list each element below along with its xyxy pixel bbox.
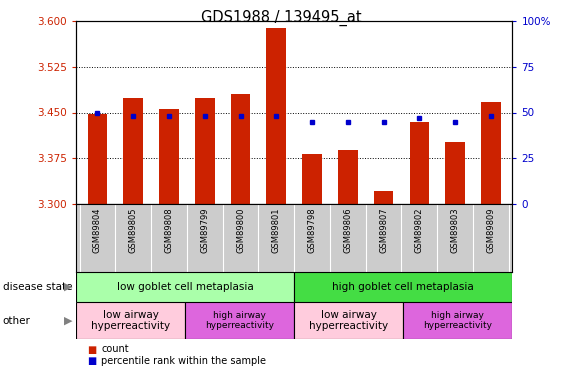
Text: high goblet cell metaplasia: high goblet cell metaplasia	[332, 282, 474, 292]
Text: GSM89809: GSM89809	[486, 208, 495, 253]
Text: percentile rank within the sample: percentile rank within the sample	[101, 356, 266, 366]
Text: GSM89804: GSM89804	[93, 208, 102, 253]
Bar	[185, 302, 294, 339]
Bar	[445, 142, 465, 204]
Text: GDS1988 / 139495_at: GDS1988 / 139495_at	[201, 9, 362, 26]
Text: other: other	[3, 316, 31, 326]
Text: GSM89805: GSM89805	[129, 208, 138, 253]
Text: ■: ■	[87, 345, 96, 354]
Text: ■: ■	[87, 356, 96, 366]
Text: GSM89800: GSM89800	[236, 208, 245, 253]
Text: disease state: disease state	[3, 282, 72, 292]
Bar	[123, 98, 143, 204]
Bar	[159, 110, 179, 204]
Text: high airway
hyperreactivity: high airway hyperreactivity	[205, 311, 274, 330]
Text: GSM89807: GSM89807	[379, 208, 388, 254]
Text: ▶: ▶	[64, 282, 72, 292]
Text: GSM89798: GSM89798	[307, 208, 316, 254]
Bar	[403, 302, 512, 339]
Text: GSM89803: GSM89803	[450, 208, 459, 254]
Bar	[76, 272, 294, 302]
Text: count: count	[101, 345, 129, 354]
Text: GSM89799: GSM89799	[200, 208, 209, 253]
Text: GSM89806: GSM89806	[343, 208, 352, 254]
Text: GSM89802: GSM89802	[415, 208, 424, 253]
Text: high airway
hyperreactivity: high airway hyperreactivity	[423, 311, 492, 330]
Bar	[294, 272, 512, 302]
Bar	[76, 302, 185, 339]
Text: low airway
hyperreactivity: low airway hyperreactivity	[91, 310, 170, 332]
Text: ▶: ▶	[64, 316, 72, 326]
Bar	[338, 150, 358, 204]
Bar	[302, 153, 322, 204]
Bar	[481, 102, 501, 204]
Bar	[294, 302, 403, 339]
Bar	[266, 28, 286, 204]
Bar	[374, 191, 394, 204]
Bar	[409, 122, 429, 204]
Text: low goblet cell metaplasia: low goblet cell metaplasia	[117, 282, 253, 292]
Bar	[231, 94, 251, 204]
Text: GSM89808: GSM89808	[164, 208, 173, 254]
Bar	[88, 114, 108, 204]
Text: low airway
hyperreactivity: low airway hyperreactivity	[309, 310, 388, 332]
Bar	[195, 98, 215, 204]
Text: GSM89801: GSM89801	[272, 208, 281, 253]
